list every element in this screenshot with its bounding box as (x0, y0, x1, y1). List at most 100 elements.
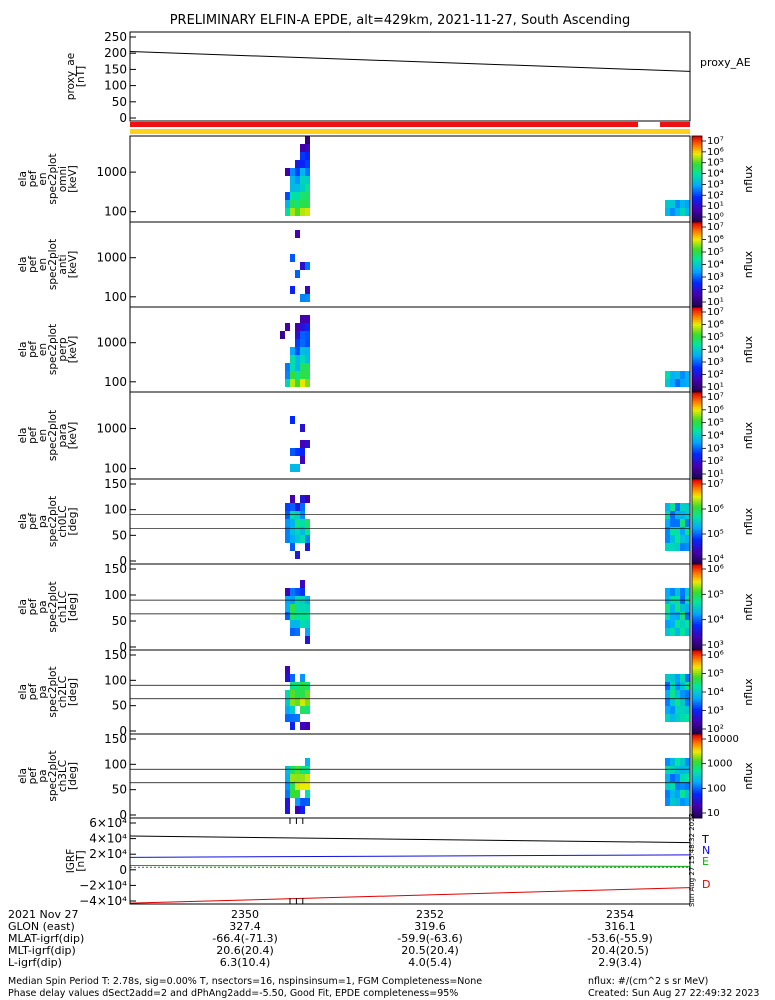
colorbar-step (692, 176, 702, 180)
colorbar-step (692, 258, 702, 261)
colorbar-step (692, 302, 702, 306)
heatmap-cell (675, 674, 680, 682)
colorbar-step (692, 398, 702, 402)
heatmap-cell (305, 495, 310, 503)
colorbar-step (692, 277, 702, 280)
heatmap-cell (665, 690, 670, 698)
heatmap-cell (285, 706, 290, 714)
heatmap-cell (300, 774, 305, 782)
colorbar-step (692, 336, 702, 340)
colorbar-step (692, 247, 702, 251)
colorbar-step (692, 138, 702, 141)
heatmap-cell (685, 612, 690, 620)
heatmap-cell (285, 698, 290, 706)
colorbar-step (692, 504, 702, 508)
ephem-value: -53.6(-55.9) (587, 932, 653, 945)
heatmap-cell (295, 698, 300, 706)
colorbar-step (692, 675, 702, 678)
colorbar-step (692, 660, 702, 664)
y-axis-label: spec2plot (47, 581, 59, 632)
colorbar-step (692, 544, 702, 548)
colorbar-step (692, 411, 702, 415)
colorbar-step (692, 159, 702, 163)
colorbar-step (692, 591, 702, 595)
heatmap-cell (300, 160, 305, 168)
colorbar-step (692, 583, 702, 586)
colorbar-step (692, 181, 702, 184)
y-axis-label: ela (17, 342, 29, 358)
panel-frame (129, 391, 691, 480)
heatmap-cell (285, 782, 290, 790)
colorbar-step (692, 140, 702, 143)
heatmap-cell (285, 535, 290, 543)
colorbar-step (692, 461, 702, 465)
colorbar-label: 10⁶ (707, 320, 724, 331)
y-axis-label: en (37, 343, 49, 356)
colorbar-step (692, 428, 702, 432)
heatmap-cell (675, 503, 680, 511)
heatmap-cell (300, 698, 305, 706)
heatmap-cell (290, 698, 295, 706)
colorbar-step (692, 769, 702, 773)
colorbar-step (692, 309, 702, 312)
colorbar-step (692, 474, 702, 478)
heatmap-cell (300, 674, 305, 682)
colorbar-step (692, 153, 702, 156)
heatmap-cell (305, 176, 310, 184)
heatmap-cell (295, 331, 300, 339)
colorbar-step (692, 619, 702, 623)
colorbar-step (692, 681, 702, 685)
heatmap-cell (305, 286, 310, 294)
heatmap-cell (290, 184, 295, 192)
panel-pa-ch3: 10000 1000 100 10 nflux 150 100 50 0 elapefpaspec… (17, 732, 755, 822)
colorbar-label: 10⁵ (707, 158, 724, 169)
colorbar-step (692, 270, 702, 274)
heatmap-cell (295, 588, 300, 596)
colorbar-step (692, 377, 702, 380)
colorbar-label: 10³ (707, 706, 724, 717)
y-tick-label: 200 (104, 46, 127, 60)
colorbar-step (692, 375, 702, 378)
y-axis-label: [deg] (67, 508, 79, 536)
colorbar-step (692, 239, 702, 242)
colorbar-step (692, 279, 702, 282)
y-tick-label: 100 (104, 290, 127, 304)
colorbar-step (692, 285, 702, 289)
y-tick-label: 1000 (96, 422, 127, 436)
heatmap-cell (285, 588, 290, 596)
y-tick-label: 100 (104, 462, 127, 476)
colorbar-label: 10⁴ (707, 169, 724, 180)
colorbar-step (692, 525, 702, 529)
y-tick-label: 100 (104, 588, 127, 602)
heatmap-cell (670, 798, 675, 806)
colorbar-label: 10¹ (707, 201, 724, 212)
heatmap-cell (680, 674, 685, 682)
footer-line-1: Median Spin Period T: 2.78s, sig=0.00% T… (8, 976, 483, 987)
heatmap-cell (305, 604, 310, 612)
colorbar-step (692, 530, 702, 533)
heatmap-cell (290, 416, 295, 424)
colorbar-step (692, 559, 702, 563)
heatmap-cell (290, 448, 295, 456)
colorbar-step (692, 472, 702, 476)
heatmap-cell (305, 790, 310, 798)
heatmap-cell (290, 722, 295, 730)
ephem-row-label: MLAT-igrf(dip) (8, 932, 85, 945)
colorbar-label: 10⁶ (707, 405, 724, 416)
heatmap-cell (670, 698, 675, 706)
heatmap-cell (290, 371, 295, 379)
colorbar-zlabel: nflux (742, 335, 755, 363)
heatmap-cell (680, 782, 685, 790)
colorbar-step (692, 576, 702, 580)
heatmap-cell (295, 270, 300, 278)
heatmap-cell (675, 379, 680, 387)
colorbar-step (692, 446, 702, 450)
colorbar-step (692, 809, 702, 813)
colorbar-step (692, 750, 702, 754)
y-axis-label: ch2LC (57, 676, 69, 708)
colorbar-step (692, 256, 702, 259)
heatmap-cell (680, 790, 685, 798)
heatmap-cell (290, 766, 295, 774)
heatmap-cell (305, 136, 310, 144)
